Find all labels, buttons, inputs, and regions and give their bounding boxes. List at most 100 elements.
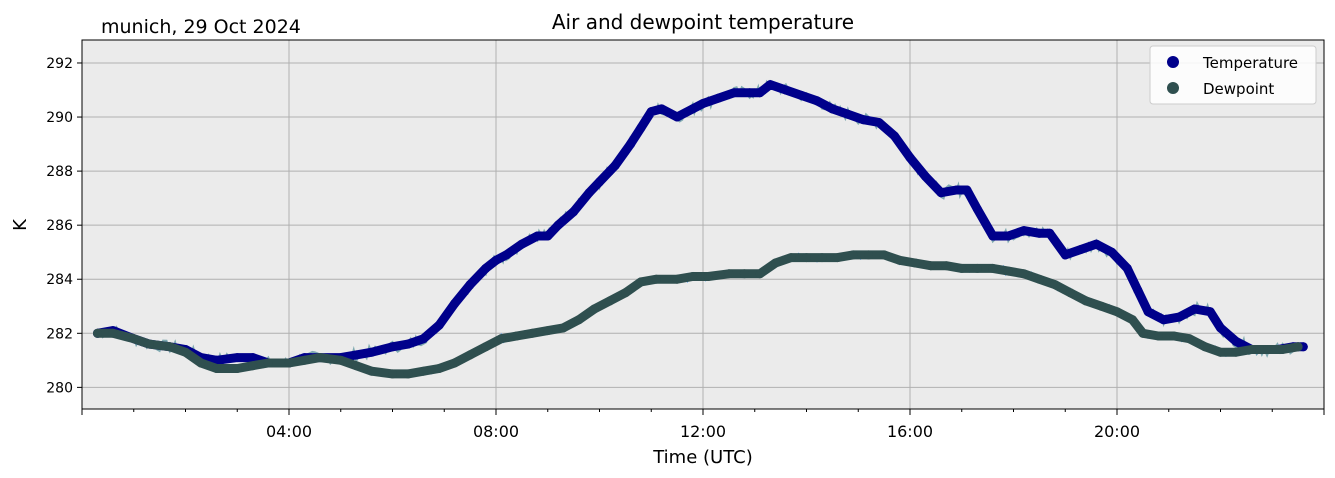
data-point-dewpoint xyxy=(558,323,568,333)
data-point-temperature xyxy=(1107,247,1117,257)
data-point-dewpoint xyxy=(403,369,413,379)
data-point-dewpoint xyxy=(1034,274,1044,284)
data-point-dewpoint xyxy=(351,361,361,371)
data-point-temperature xyxy=(450,299,460,309)
data-point-temperature xyxy=(1174,312,1184,322)
data-point-temperature xyxy=(1019,226,1029,236)
data-point-dewpoint xyxy=(1216,347,1225,357)
data-point-temperature xyxy=(1003,231,1013,241)
data-point-dewpoint xyxy=(703,272,713,281)
data-point-dewpoint xyxy=(988,263,998,273)
data-point-temperature xyxy=(952,185,962,195)
data-point-dewpoint xyxy=(1231,347,1241,357)
data-point-dewpoint xyxy=(1065,288,1075,298)
data-point-temperature xyxy=(729,88,739,98)
series-line-dewpoint xyxy=(93,250,1303,379)
legend-marker-dewpoint xyxy=(1167,82,1179,94)
data-point-temperature xyxy=(491,255,501,265)
data-point-dewpoint xyxy=(496,334,506,344)
data-point-temperature xyxy=(936,188,946,198)
y-tick-label: 292 xyxy=(46,56,73,72)
data-point-temperature xyxy=(781,85,791,95)
data-point-dewpoint xyxy=(93,328,102,338)
y-tick-label: 284 xyxy=(46,272,73,288)
data-point-dewpoint xyxy=(957,263,967,273)
data-point-dewpoint xyxy=(263,358,273,368)
data-point-temperature xyxy=(905,153,915,163)
data-point-temperature xyxy=(481,263,491,273)
data-point-dewpoint xyxy=(941,261,951,271)
data-point-dewpoint xyxy=(367,366,377,376)
data-point-temperature xyxy=(796,90,806,100)
chart-subtitle: munich, 29 Oct 2024 xyxy=(101,16,301,38)
data-point-dewpoint xyxy=(755,269,765,279)
data-point-dewpoint xyxy=(108,328,118,338)
data-point-temperature xyxy=(419,334,428,344)
x-axis: 04:00 08:00 12:00 16:00 20:00 xyxy=(81,409,1325,441)
data-point-temperature xyxy=(636,123,646,133)
x-tick-label: 20:00 xyxy=(1094,422,1140,441)
y-tick-label: 282 xyxy=(46,326,73,342)
data-point-temperature xyxy=(972,204,982,214)
data-point-dewpoint xyxy=(1003,266,1013,276)
data-point-temperature xyxy=(553,220,563,230)
data-point-dewpoint xyxy=(465,350,475,360)
data-point-temperature xyxy=(827,104,837,114)
y-tick-label: 280 xyxy=(46,380,73,396)
data-point-temperature xyxy=(1091,239,1101,249)
data-point-temperature xyxy=(626,139,635,149)
data-point-temperature xyxy=(698,99,708,108)
data-point-dewpoint xyxy=(1019,269,1029,279)
data-point-temperature xyxy=(569,207,579,217)
data-point-temperature xyxy=(1205,307,1215,317)
data-point-temperature xyxy=(646,107,656,117)
data-point-dewpoint xyxy=(1200,342,1210,352)
data-point-dewpoint xyxy=(1169,331,1179,341)
legend-box xyxy=(1149,45,1317,105)
data-point-dewpoint xyxy=(926,261,936,271)
data-point-temperature xyxy=(351,350,361,360)
data-point-dewpoint xyxy=(144,339,154,349)
data-point-temperature xyxy=(890,131,899,141)
y-tick-label: 286 xyxy=(46,218,73,234)
data-point-dewpoint xyxy=(543,326,553,336)
data-point-dewpoint xyxy=(672,274,682,284)
data-point-dewpoint xyxy=(450,358,460,368)
data-point-dewpoint xyxy=(910,258,920,268)
x-tick-label: 04:00 xyxy=(266,422,312,441)
x-tick-label: 12:00 xyxy=(680,422,726,441)
data-point-dewpoint xyxy=(129,334,139,344)
data-point-temperature xyxy=(532,231,542,241)
x-tick-label: 08:00 xyxy=(473,422,519,441)
y-tick-label: 288 xyxy=(46,164,73,180)
y-axis-label: K xyxy=(10,218,31,231)
data-point-dewpoint xyxy=(724,269,734,279)
data-point-temperature xyxy=(595,177,604,187)
data-point-dewpoint xyxy=(336,355,346,365)
data-point-dewpoint xyxy=(1112,307,1122,317)
data-point-temperature xyxy=(858,115,868,125)
data-point-temperature xyxy=(765,80,775,90)
data-point-dewpoint xyxy=(1293,342,1303,352)
y-axis: 280 282 284 286 288 290 292 xyxy=(46,56,82,396)
data-point-temperature xyxy=(1045,228,1055,238)
data-point-temperature xyxy=(688,104,698,114)
data-point-dewpoint xyxy=(481,342,491,352)
data-point-dewpoint xyxy=(196,358,206,368)
data-point-dewpoint xyxy=(419,366,428,376)
data-point-dewpoint xyxy=(605,296,615,306)
data-point-dewpoint xyxy=(284,358,294,368)
legend: Temperature Dewpoint xyxy=(1149,45,1317,105)
data-point-dewpoint xyxy=(817,253,827,263)
data-point-dewpoint xyxy=(232,364,242,373)
data-point-temperature xyxy=(501,250,511,260)
data-point-dewpoint xyxy=(1247,345,1257,354)
data-point-temperature xyxy=(1076,245,1086,254)
x-tick-label: 16:00 xyxy=(887,422,933,441)
data-point-temperature xyxy=(465,280,475,290)
data-point-temperature xyxy=(1133,285,1143,295)
data-point-temperature xyxy=(367,347,377,357)
data-point-dewpoint xyxy=(1138,328,1148,338)
data-point-dewpoint xyxy=(1128,315,1137,325)
data-point-temperature xyxy=(248,353,258,363)
